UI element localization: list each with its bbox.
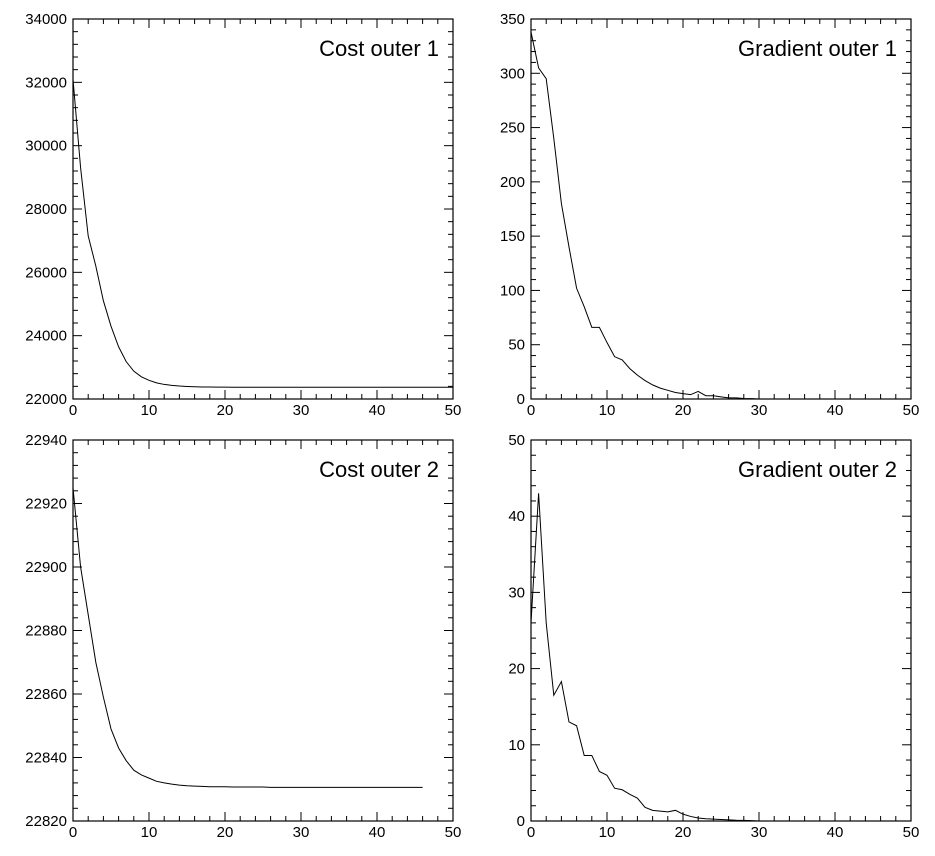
y-tick-label: 50 — [508, 337, 525, 354]
series-line — [530, 493, 760, 822]
y-tick-label: 200 — [500, 174, 525, 191]
plot-frame — [72, 18, 454, 400]
y-tick-label: 22860 — [25, 686, 67, 703]
x-tick-label: 20 — [675, 824, 692, 841]
chart-panel-4: 0 10 20 30 40 50 0 10 20 30 40 50 Gradient outer 2 — [508, 432, 919, 841]
y-tick-label: 22840 — [25, 750, 67, 767]
y-tick-label: 32000 — [25, 74, 67, 91]
series-line — [72, 487, 423, 788]
y-tick-label: 250 — [500, 120, 525, 137]
chart-panel-3: 0 10 20 30 40 50 22820 22840 22860 22880 22900 2292… — [25, 432, 461, 841]
y-tick-label: 28000 — [25, 201, 67, 218]
x-tick-label: 40 — [827, 402, 844, 419]
y-tick-label: 0 — [517, 391, 525, 408]
x-tick-label: 30 — [751, 824, 768, 841]
plot-frame — [530, 18, 912, 400]
chart-panel-2: 0 10 20 30 40 50 0 50 100 150 200 250 300 350 Gradient… — [500, 11, 919, 419]
x-tick-label: 40 — [369, 402, 386, 419]
chart-title: Cost outer 2 — [319, 457, 439, 482]
x-tick-label: 40 — [827, 824, 844, 841]
y-tick-label: 150 — [500, 228, 525, 245]
x-tick-label: 50 — [445, 824, 462, 841]
y-tick-label: 50 — [508, 432, 525, 449]
x-tick-label: 20 — [217, 824, 234, 841]
y-tick-label: 22820 — [25, 813, 67, 830]
chart-panel-1: 0 10 20 30 40 50 22000 24000 26000 28000 30000 3200… — [25, 11, 461, 419]
y-tick-label: 30000 — [25, 138, 67, 155]
x-tick-label: 30 — [293, 824, 310, 841]
y-tick-label: 26000 — [25, 264, 67, 281]
y-tick-label: 30 — [508, 584, 525, 601]
x-tick-label: 40 — [369, 824, 386, 841]
y-tick-label: 22880 — [25, 623, 67, 640]
y-tick-label: 22940 — [25, 432, 67, 449]
x-tick-label: 20 — [675, 402, 692, 419]
x-tick-label: 0 — [527, 402, 535, 419]
x-tick-label: 50 — [903, 402, 920, 419]
y-tick-label: 100 — [500, 282, 525, 299]
y-tick-label: 22000 — [25, 391, 67, 408]
plot-frame — [530, 439, 912, 822]
x-tick-label: 0 — [69, 402, 77, 419]
x-tick-label: 50 — [445, 402, 462, 419]
x-tick-label: 20 — [217, 402, 234, 419]
x-tick-label: 10 — [599, 824, 616, 841]
series-line — [530, 31, 760, 400]
y-tick-label: 20 — [508, 661, 525, 678]
y-tick-label: 22900 — [25, 559, 67, 576]
x-tick-label: 0 — [527, 824, 535, 841]
y-tick-label: 350 — [500, 11, 525, 28]
y-tick-label: 22920 — [25, 496, 67, 513]
y-tick-label: 10 — [508, 737, 525, 754]
y-tick-label: 34000 — [25, 11, 67, 28]
y-tick-label: 300 — [500, 65, 525, 82]
x-tick-label: 10 — [141, 402, 158, 419]
y-tick-label: 0 — [517, 813, 525, 830]
x-tick-label: 50 — [903, 824, 920, 841]
x-tick-label: 10 — [141, 824, 158, 841]
x-tick-label: 0 — [69, 824, 77, 841]
x-tick-label: 30 — [751, 402, 768, 419]
chart-title: Cost outer 1 — [319, 36, 439, 61]
y-tick-label: 24000 — [25, 328, 67, 345]
x-tick-label: 30 — [293, 402, 310, 419]
series-line — [72, 79, 453, 388]
chart-title: Gradient outer 2 — [738, 457, 897, 482]
x-tick-label: 10 — [599, 402, 616, 419]
plot-frame — [72, 439, 454, 822]
y-tick-label: 40 — [508, 508, 525, 525]
chart-title: Gradient outer 1 — [738, 36, 897, 61]
